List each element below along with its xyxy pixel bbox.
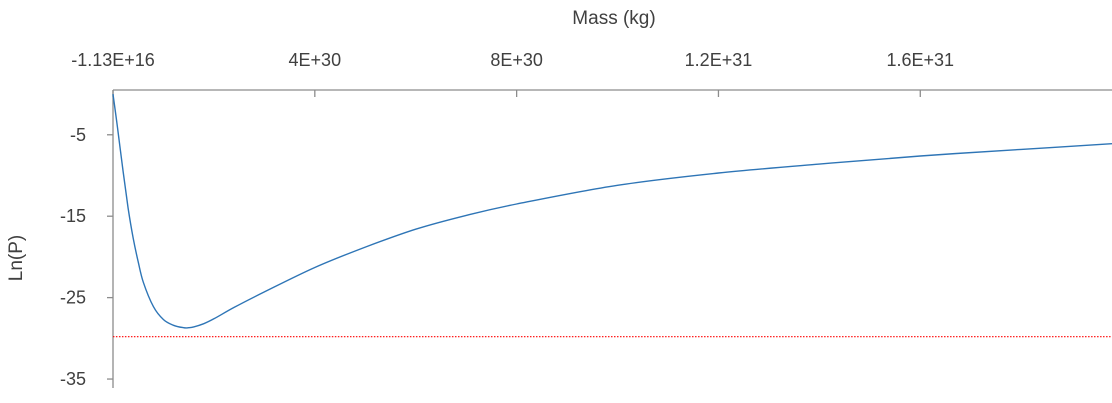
x-tick-label: 8E+30 (490, 50, 543, 70)
y-tick-label: -35 (60, 369, 86, 389)
y-axis: -5 -15 -25 -35 (60, 90, 114, 389)
y-tick-label: -15 (60, 206, 86, 226)
x-axis-title: Mass (kg) (572, 8, 655, 29)
x-tick-label: -1.13E+16 (71, 50, 155, 70)
y-tick-label: -25 (60, 288, 86, 308)
x-tick-label: 1.6E+31 (886, 50, 954, 70)
x-tick-label: 1.2E+31 (685, 50, 753, 70)
x-tick-label: 4E+30 (289, 50, 342, 70)
y-axis-title: Ln(P) (6, 235, 27, 281)
series-layer (112, 94, 1112, 338)
x-axis: -1.13E+16 4E+30 8E+30 1.2E+31 1.6E+31 (71, 50, 1112, 97)
y-tick-label: -5 (70, 125, 86, 145)
series-line-0 (112, 94, 1112, 329)
